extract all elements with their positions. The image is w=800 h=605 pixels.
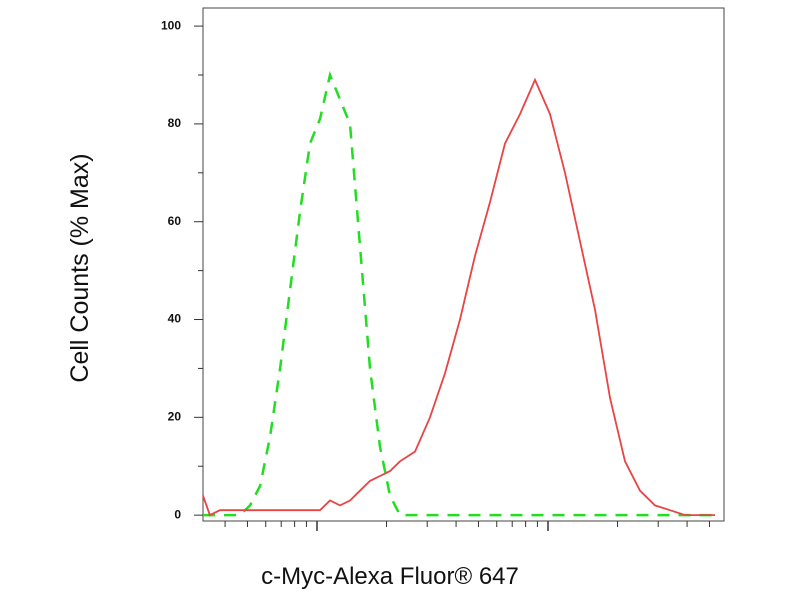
y-tick-label: 40: [168, 312, 182, 326]
histogram-line: [202, 77, 715, 517]
y-tick-label: 60: [168, 214, 182, 228]
y-tick-label: 80: [168, 116, 182, 130]
y-tick-label: 20: [168, 409, 182, 423]
histogram-line: [203, 70, 715, 517]
plot-frame: [202, 7, 725, 522]
y-tick-label: 100: [161, 18, 181, 32]
y-tick-label: 0: [174, 507, 181, 521]
x-axis-label: c-Myc-Alexa Fluor® 647: [261, 563, 519, 590]
y-axis-label: Cell Counts (% Max): [66, 153, 94, 382]
